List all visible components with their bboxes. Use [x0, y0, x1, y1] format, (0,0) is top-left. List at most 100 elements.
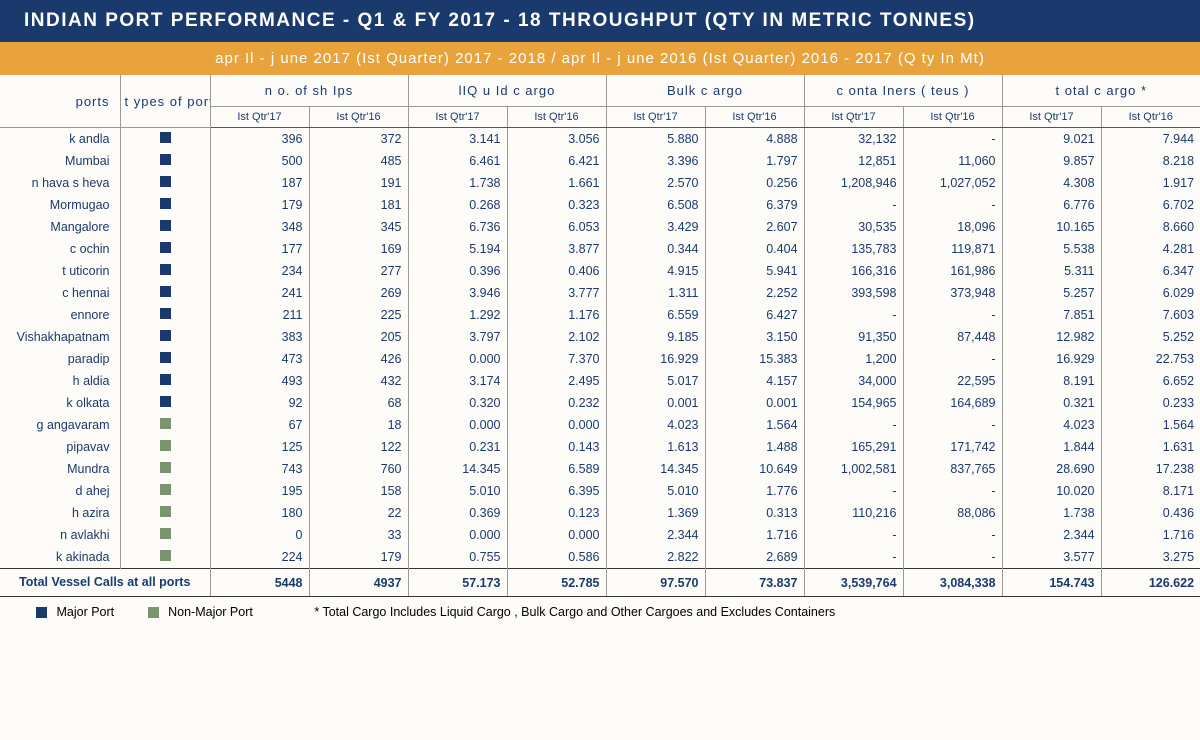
data-cell: 0.000: [408, 348, 507, 370]
nonmajor-port-icon: [160, 462, 171, 473]
port-name: n avlakhi: [0, 524, 120, 546]
data-cell: 119,871: [903, 238, 1002, 260]
data-cell: 9.857: [1002, 150, 1101, 172]
port-type-marker: [120, 524, 210, 546]
table-row: d ahej1951585.0106.3955.0101.776--10.020…: [0, 480, 1200, 502]
data-cell: 3.150: [705, 326, 804, 348]
data-cell: 3.429: [606, 216, 705, 238]
data-cell: 7.944: [1101, 128, 1200, 151]
data-cell: 1.311: [606, 282, 705, 304]
port-name: k akinada: [0, 546, 120, 569]
sub-q16: Ist Qtr'16: [507, 107, 606, 128]
data-cell: 14.345: [606, 458, 705, 480]
major-port-icon: [160, 374, 171, 385]
data-cell: 87,448: [903, 326, 1002, 348]
totals-cell: 52.785: [507, 569, 606, 597]
port-name: t uticorin: [0, 260, 120, 282]
data-cell: 195: [210, 480, 309, 502]
legend: Major Port Non-Major Port * Total Cargo …: [0, 597, 1200, 627]
table-row: paradip4734260.0007.37016.92915.3831,200…: [0, 348, 1200, 370]
data-cell: 4.915: [606, 260, 705, 282]
data-cell: 0.344: [606, 238, 705, 260]
data-cell: 2.570: [606, 172, 705, 194]
totals-cell: 57.173: [408, 569, 507, 597]
data-cell: 8.191: [1002, 370, 1101, 392]
data-cell: 6.652: [1101, 370, 1200, 392]
page-title: INDIAN PORT PERFORMANCE - Q1 & FY 2017 -…: [0, 0, 1200, 42]
data-cell: 760: [309, 458, 408, 480]
data-cell: 0.232: [507, 392, 606, 414]
port-type-marker: [120, 392, 210, 414]
nonmajor-port-icon: [160, 440, 171, 451]
totals-cell: 3,084,338: [903, 569, 1002, 597]
port-type-marker: [120, 348, 210, 370]
port-type-marker: [120, 260, 210, 282]
data-cell: 5.010: [606, 480, 705, 502]
data-cell: 6.508: [606, 194, 705, 216]
group-header-row: ports t ypes of ports n o. of sh Ips lIQ…: [0, 75, 1200, 107]
data-cell: 8.660: [1101, 216, 1200, 238]
col-ports: ports: [0, 75, 120, 128]
data-cell: 6.461: [408, 150, 507, 172]
totals-cell: 97.570: [606, 569, 705, 597]
data-cell: 3.877: [507, 238, 606, 260]
major-port-icon: [160, 132, 171, 143]
data-cell: 3.797: [408, 326, 507, 348]
data-cell: 33: [309, 524, 408, 546]
data-cell: 14.345: [408, 458, 507, 480]
data-cell: 211: [210, 304, 309, 326]
sub-q16: Ist Qtr'16: [309, 107, 408, 128]
sub-q16: Ist Qtr'16: [1101, 107, 1200, 128]
page-subtitle: apr Il - j une 2017 (Ist Quarter) 2017 -…: [0, 42, 1200, 75]
data-cell: -: [903, 546, 1002, 569]
port-name: pipavav: [0, 436, 120, 458]
data-cell: 1.844: [1002, 436, 1101, 458]
data-cell: 11,060: [903, 150, 1002, 172]
data-cell: 4.888: [705, 128, 804, 151]
port-type-marker: [120, 304, 210, 326]
data-cell: 17.238: [1101, 458, 1200, 480]
data-cell: 16.929: [606, 348, 705, 370]
data-cell: 0.001: [606, 392, 705, 414]
port-type-marker: [120, 172, 210, 194]
major-port-icon: [160, 242, 171, 253]
col-total: t otal c argo *: [1002, 75, 1200, 107]
data-cell: 10.020: [1002, 480, 1101, 502]
major-port-icon: [160, 352, 171, 363]
data-cell: 7.851: [1002, 304, 1101, 326]
data-cell: 3.141: [408, 128, 507, 151]
data-cell: 18,096: [903, 216, 1002, 238]
table-row: Mangalore3483456.7366.0533.4292.60730,53…: [0, 216, 1200, 238]
data-cell: 28.690: [1002, 458, 1101, 480]
data-cell: 22.753: [1101, 348, 1200, 370]
data-cell: 4.281: [1101, 238, 1200, 260]
major-port-icon: [160, 396, 171, 407]
data-cell: 16.929: [1002, 348, 1101, 370]
sub-q17: Ist Qtr'17: [804, 107, 903, 128]
port-name: h aldia: [0, 370, 120, 392]
data-cell: 164,689: [903, 392, 1002, 414]
data-cell: -: [804, 304, 903, 326]
major-port-icon: [160, 330, 171, 341]
port-name: k olkata: [0, 392, 120, 414]
data-cell: 8.218: [1101, 150, 1200, 172]
port-type-marker: [120, 458, 210, 480]
data-cell: 1,200: [804, 348, 903, 370]
col-bulk: Bulk c argo: [606, 75, 804, 107]
sub-q17: Ist Qtr'17: [210, 107, 309, 128]
data-cell: 191: [309, 172, 408, 194]
port-name: paradip: [0, 348, 120, 370]
data-cell: 5.880: [606, 128, 705, 151]
data-cell: -: [903, 480, 1002, 502]
table-row: Mumbai5004856.4616.4213.3961.79712,85111…: [0, 150, 1200, 172]
port-name: Mangalore: [0, 216, 120, 238]
totals-cell: 154.743: [1002, 569, 1101, 597]
table-row: pipavav1251220.2310.1431.6131.488165,291…: [0, 436, 1200, 458]
data-cell: 0.000: [408, 524, 507, 546]
data-cell: 1.488: [705, 436, 804, 458]
data-cell: 68: [309, 392, 408, 414]
data-cell: 5.194: [408, 238, 507, 260]
data-cell: 166,316: [804, 260, 903, 282]
data-cell: 837,765: [903, 458, 1002, 480]
table-row: c ochin1771695.1943.8770.3440.404135,783…: [0, 238, 1200, 260]
